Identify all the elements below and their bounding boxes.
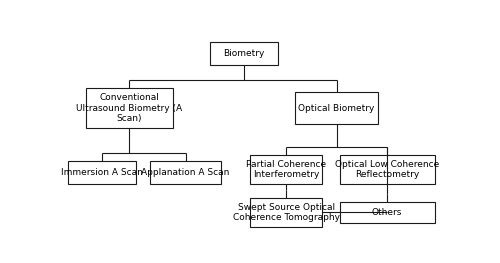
- Text: Conventional
Ultrasound Biometry (A
Scan): Conventional Ultrasound Biometry (A Scan…: [76, 93, 182, 123]
- FancyBboxPatch shape: [295, 92, 378, 124]
- Text: Immersion A Scan: Immersion A Scan: [62, 168, 143, 177]
- Text: Optical Biometry: Optical Biometry: [298, 104, 375, 113]
- FancyBboxPatch shape: [340, 155, 434, 184]
- Text: Optical Low Coherence
Reflectometry: Optical Low Coherence Reflectometry: [335, 160, 439, 179]
- FancyBboxPatch shape: [68, 161, 136, 184]
- Text: Others: Others: [372, 208, 402, 217]
- FancyBboxPatch shape: [150, 161, 222, 184]
- Text: Applanation A Scan: Applanation A Scan: [142, 168, 230, 177]
- Text: Partial Coherence
Interferometry: Partial Coherence Interferometry: [246, 160, 326, 179]
- Text: Biometry: Biometry: [223, 49, 264, 58]
- FancyBboxPatch shape: [210, 42, 278, 65]
- FancyBboxPatch shape: [86, 88, 173, 128]
- FancyBboxPatch shape: [340, 202, 434, 223]
- Text: Swept Source Optical
Coherence Tomography: Swept Source Optical Coherence Tomograph…: [233, 203, 340, 222]
- FancyBboxPatch shape: [250, 155, 322, 184]
- FancyBboxPatch shape: [250, 198, 322, 227]
